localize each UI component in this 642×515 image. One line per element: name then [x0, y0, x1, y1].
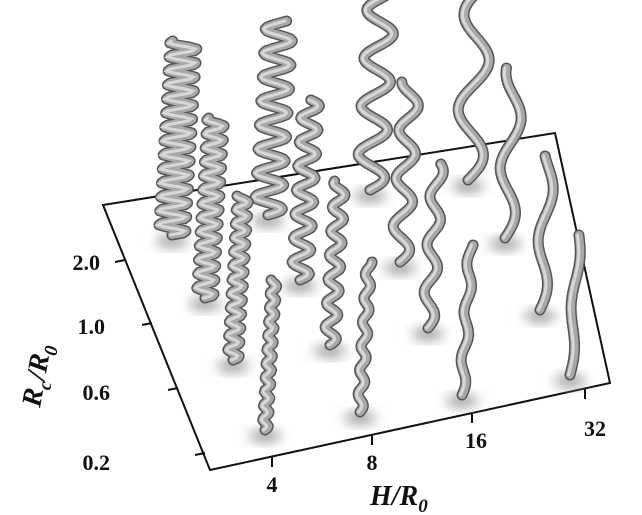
x-tick-label: 16	[465, 428, 487, 453]
y-tick-label: 2.0	[73, 250, 101, 275]
x-axis-label: H/R0	[369, 481, 428, 515]
x-label-sub: 0	[418, 496, 428, 515]
x-tick-label: 8	[367, 450, 378, 475]
tick-mark	[115, 260, 125, 262]
y-axis-label: Rc/R0	[16, 341, 63, 411]
x-tick-label: 4	[267, 472, 278, 497]
y-tick-label: 0.6	[83, 380, 111, 405]
figure: 0.2 0.6 1.0 2.0 4 8 16 32 H/R0 Rc/R0	[0, 0, 642, 515]
x-label-main: H/R	[369, 481, 418, 512]
x-tick-label: 32	[584, 416, 606, 441]
y-tick-label: 1.0	[78, 314, 106, 339]
y-tick-label: 0.2	[83, 450, 111, 475]
